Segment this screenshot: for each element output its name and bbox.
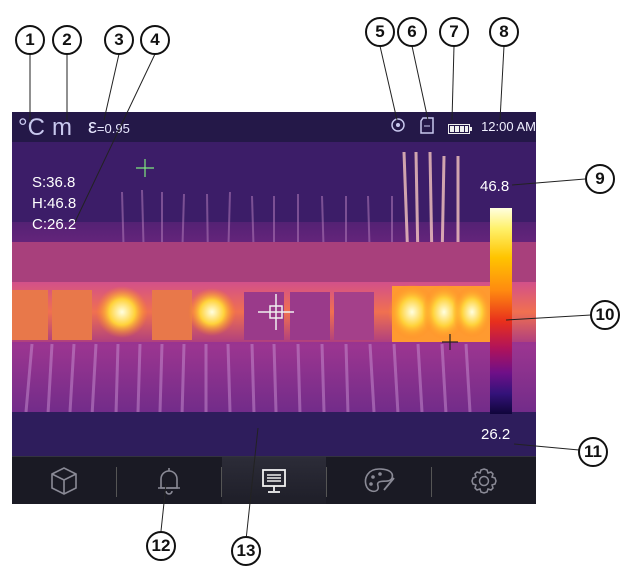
callout-8: 8 <box>489 17 519 47</box>
thermal-image <box>12 112 536 504</box>
callout-7: 7 <box>439 17 469 47</box>
gps-icon <box>390 117 406 138</box>
display-monitor-icon <box>262 469 286 493</box>
callout-10: 10 <box>590 300 620 330</box>
callout-1: 1 <box>15 25 45 55</box>
spot-temperature: S:36.8 <box>32 174 76 191</box>
scale-min-value: 26.2 <box>481 426 511 443</box>
menu-item-display[interactable] <box>222 457 326 504</box>
callout-2: 2 <box>52 25 82 55</box>
cold-temperature: C:26.2 <box>32 216 77 233</box>
battery-icon <box>448 121 472 139</box>
hot-spot-marker <box>442 334 458 350</box>
callout-6: 6 <box>397 17 427 47</box>
emissivity-value: =0.95 <box>96 121 130 136</box>
palette-icon <box>364 468 395 493</box>
scale-max-value: 46.8 <box>480 178 510 195</box>
menu-item-alarm[interactable] <box>117 457 221 504</box>
callout-5: 5 <box>365 17 395 47</box>
bottom-menu-bar <box>12 456 536 504</box>
menu-divider <box>431 467 432 497</box>
menu-item-settings[interactable] <box>432 457 536 504</box>
sd-card-icon <box>420 117 434 139</box>
temperature-readouts: S:36.8 H:46.8 C:26.2 <box>32 172 76 235</box>
callout-12: 12 <box>146 531 176 561</box>
callout-13: 13 <box>231 536 261 566</box>
gear-icon <box>471 468 497 494</box>
bell-alarm-icon <box>158 468 180 495</box>
color-palette-bar <box>490 208 512 414</box>
center-crosshair <box>258 294 294 330</box>
menu-divider <box>326 467 327 497</box>
emissivity-readout: ε=0.95 <box>88 116 130 139</box>
thermal-camera-screen: °C m ε=0.95 12:00 AM S:36.8 H:46.8 C:26.… <box>12 112 536 504</box>
callout-4: 4 <box>140 25 170 55</box>
hot-temperature: H:46.8 <box>32 195 77 212</box>
menu-divider <box>116 467 117 497</box>
callout-11: 11 <box>578 437 608 467</box>
menu-item-gallery[interactable] <box>12 457 116 504</box>
clock-time: 12:00 AM <box>481 119 536 134</box>
menu-item-palette[interactable] <box>327 457 431 504</box>
callout-9: 9 <box>585 164 615 194</box>
measure-mode: m <box>52 114 72 141</box>
gallery-box-icon <box>51 467 77 495</box>
status-bar: °C m ε=0.95 12:00 AM <box>12 112 536 141</box>
menu-divider <box>221 467 222 497</box>
callout-3: 3 <box>104 25 134 55</box>
emissivity-symbol: ε <box>88 116 97 138</box>
temperature-unit: °C <box>18 114 45 141</box>
